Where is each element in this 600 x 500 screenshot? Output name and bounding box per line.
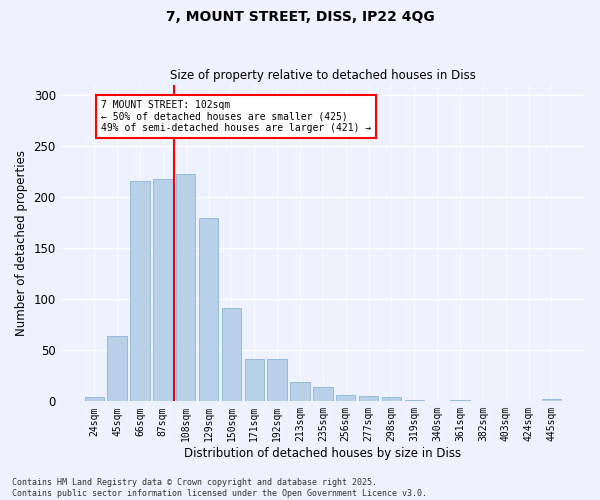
Bar	[245, 360, 264, 402]
Bar	[221, 308, 241, 402]
Bar	[130, 180, 149, 402]
Bar	[153, 178, 173, 402]
Bar	[382, 397, 401, 402]
Bar	[176, 174, 196, 402]
Bar	[85, 397, 104, 402]
Title: Size of property relative to detached houses in Diss: Size of property relative to detached ho…	[170, 69, 476, 82]
Text: Contains HM Land Registry data © Crown copyright and database right 2025.
Contai: Contains HM Land Registry data © Crown c…	[12, 478, 427, 498]
Bar	[404, 400, 424, 402]
Bar	[268, 360, 287, 402]
Text: 7, MOUNT STREET, DISS, IP22 4QG: 7, MOUNT STREET, DISS, IP22 4QG	[166, 10, 434, 24]
Bar	[542, 400, 561, 402]
Text: 7 MOUNT STREET: 102sqm
← 50% of detached houses are smaller (425)
49% of semi-de: 7 MOUNT STREET: 102sqm ← 50% of detached…	[101, 100, 371, 133]
Bar	[450, 400, 470, 402]
Y-axis label: Number of detached properties: Number of detached properties	[15, 150, 28, 336]
Bar	[107, 336, 127, 402]
X-axis label: Distribution of detached houses by size in Diss: Distribution of detached houses by size …	[184, 447, 461, 460]
Bar	[313, 387, 332, 402]
Bar	[359, 396, 378, 402]
Bar	[290, 382, 310, 402]
Bar	[199, 218, 218, 402]
Bar	[336, 395, 355, 402]
